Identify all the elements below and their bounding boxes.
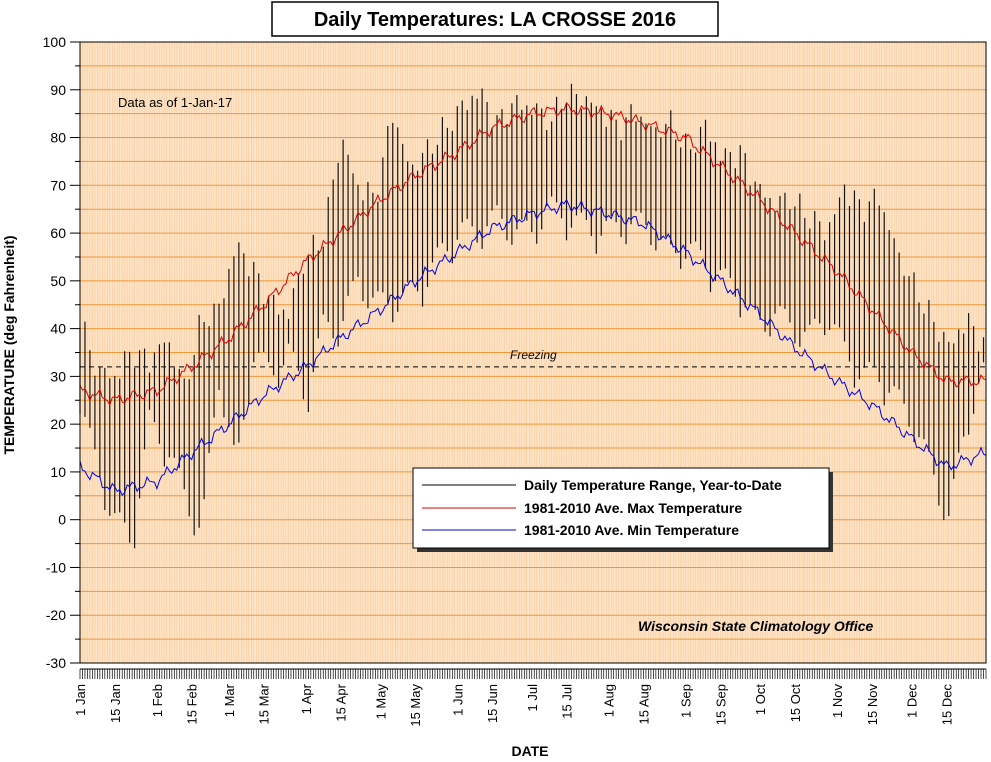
y-tick-label: 40 xyxy=(50,321,66,337)
y-tick-label: 80 xyxy=(50,130,66,146)
series xyxy=(79,83,987,549)
x-axis-label: DATE xyxy=(511,743,548,759)
x-tick-label: 15 Jan xyxy=(108,684,123,723)
legend-label-min: 1981-2010 Ave. Min Temperature xyxy=(524,522,739,538)
x-tick-label: 15 Dec xyxy=(939,684,954,726)
data-as-of-note: Data as of 1-Jan-17 xyxy=(118,95,232,110)
x-tick-label: 1 Apr xyxy=(299,683,314,714)
y-tick-label: 100 xyxy=(43,34,67,50)
y-tick-label: -20 xyxy=(46,607,66,623)
x-tick-label: 15 Apr xyxy=(334,683,349,721)
x-tick-label: 1 Mar xyxy=(222,683,237,717)
x-tick-label: 1 Nov xyxy=(830,684,845,718)
legend-label-range: Daily Temperature Range, Year-to-Date xyxy=(524,477,782,493)
y-tick-label: 90 xyxy=(50,82,66,98)
legend-label-max: 1981-2010 Ave. Max Temperature xyxy=(524,500,742,516)
y-tick-label: 10 xyxy=(50,464,66,480)
x-tick-label: 15 Jun xyxy=(485,684,500,723)
y-axis-label: TEMPERATURE (deg Fahrenheit) xyxy=(1,235,17,454)
y-tick-label: 60 xyxy=(50,225,66,241)
freezing-reference: Freezing xyxy=(80,348,986,368)
x-tick-label: 1 Jun xyxy=(450,684,465,716)
x-tick-label: 15 Aug xyxy=(637,684,652,725)
x-tick-label: 1 Jan xyxy=(73,684,88,716)
x-tick-label: 15 Feb xyxy=(185,684,200,724)
chart-title: Daily Temperatures: LA CROSSE 2016 xyxy=(314,9,676,31)
x-tick-label: 15 Oct xyxy=(788,684,803,723)
x-tick-label: 1 Feb xyxy=(150,684,165,717)
x-tick-label: 1 Oct xyxy=(753,684,768,715)
avg-min-temperature-line xyxy=(79,198,987,497)
x-tick-label: 1 Dec xyxy=(905,684,920,718)
y-tick-label: -30 xyxy=(46,655,66,671)
freezing-label: Freezing xyxy=(510,348,557,362)
avg-max-temperature-line xyxy=(79,101,987,407)
x-tick-label: 15 Jul xyxy=(560,684,575,719)
x-tick-label: 15 Mar xyxy=(257,683,272,724)
x-tick-label: 1 Aug xyxy=(602,684,617,717)
x-tick-label: 1 Jul xyxy=(525,684,540,712)
x-tick-label: 15 Nov xyxy=(865,684,880,726)
y-tick-label: 70 xyxy=(50,177,66,193)
x-tick-label: 15 May xyxy=(408,684,423,727)
legend: Daily Temperature Range, Year-to-Date 19… xyxy=(412,467,833,552)
y-tick-label: 50 xyxy=(50,273,66,289)
source-credit: Wisconsin State Climatology Office xyxy=(638,618,874,634)
y-tick-label: 20 xyxy=(50,416,66,432)
x-tick-label: 15 Sep xyxy=(713,684,728,725)
title-box xyxy=(271,1,719,37)
y-tick-label: 30 xyxy=(50,368,66,384)
x-tick-label: 1 May xyxy=(373,684,388,720)
axes: -30 -20 -10 0 10 20 30 40 50 60 70 80 90 100 1 Jan 15 J… xyxy=(43,34,987,727)
y-tick-label: -10 xyxy=(46,559,66,575)
y-tick-label: 0 xyxy=(58,512,66,528)
x-tick-label: 1 Sep xyxy=(679,684,694,718)
